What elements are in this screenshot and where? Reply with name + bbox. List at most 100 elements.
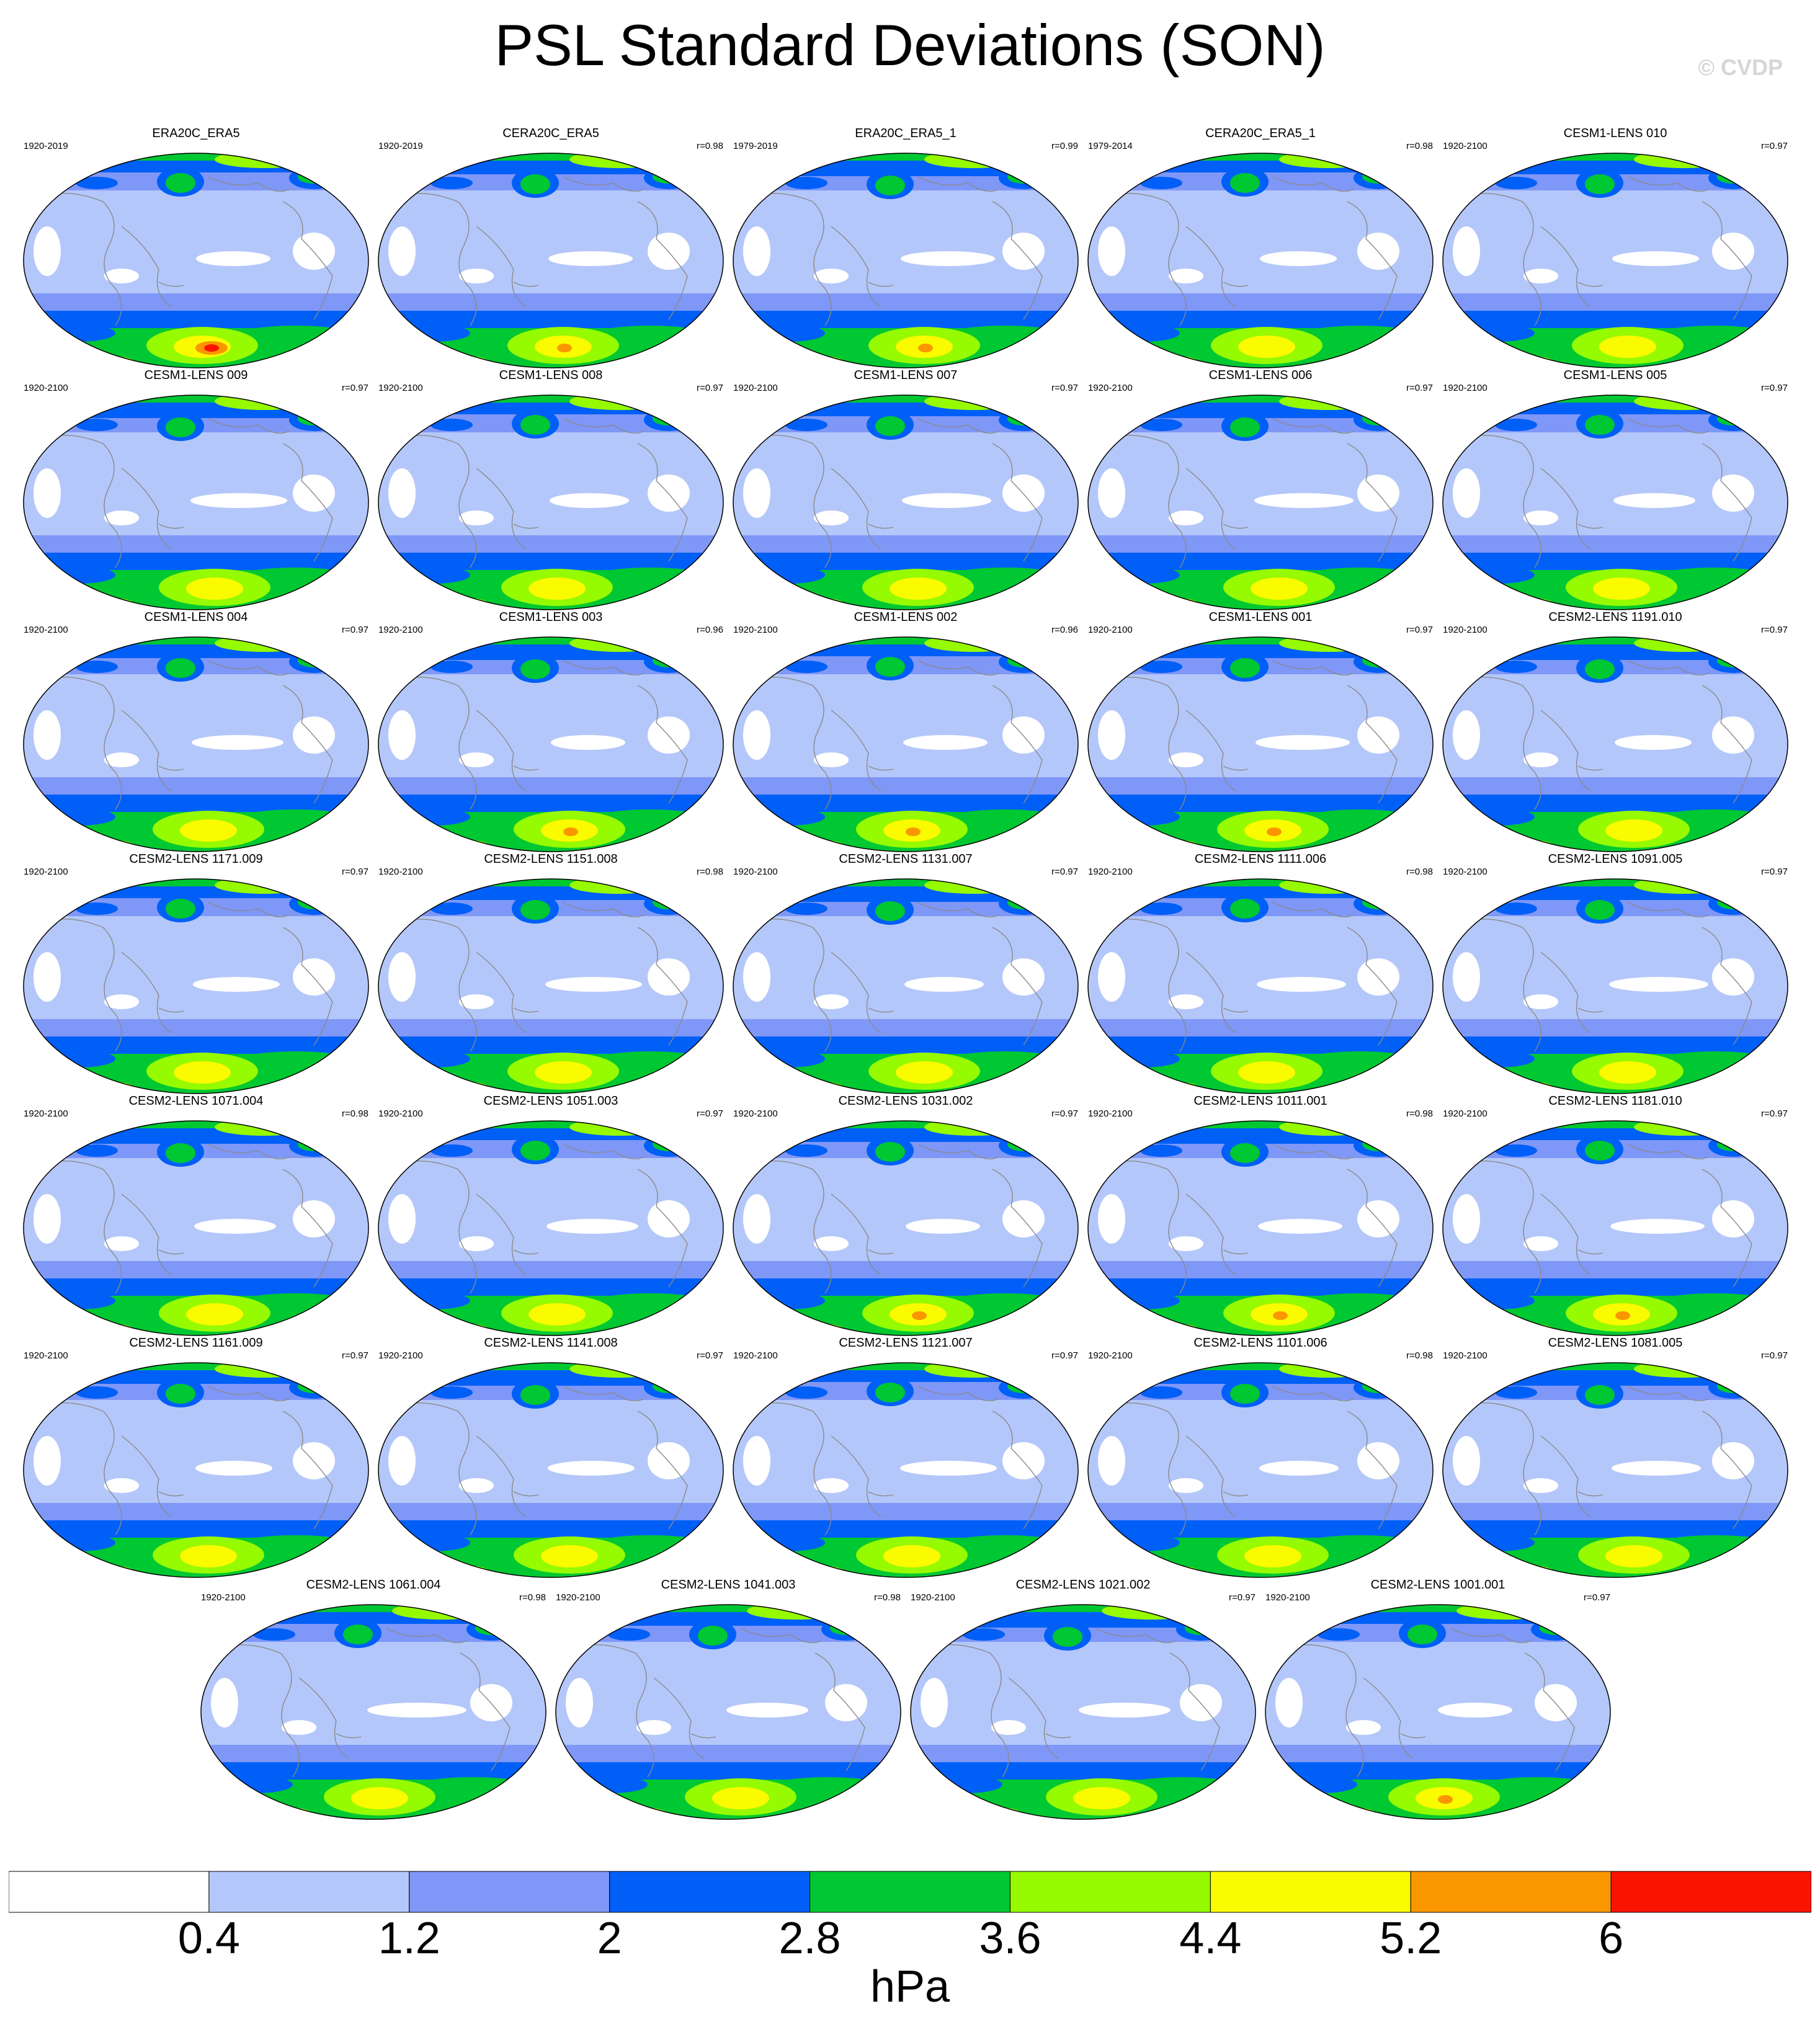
map-panel: ERA20C_ERA5 1920-2019 (22, 127, 370, 369)
panel-period: 1920-2100 (733, 867, 778, 877)
map-panel: CESM2-LENS 1051.003 1920-2100 r=0.97 (377, 1094, 725, 1337)
map-panel: CESM2-LENS 1061.004 1920-2100 r=0.98 (200, 1578, 547, 1821)
colorbar-swatch (9, 1871, 210, 1913)
map-panel: CESM1-LENS 003 1920-2100 r=0.96 (377, 610, 725, 853)
panel-correlation: r=0.97 (1761, 383, 1788, 393)
psl-stddev-map (23, 636, 369, 852)
psl-stddev-map (733, 636, 1079, 852)
map-panel: CESM2-LENS 1171.009 1920-2100 r=0.97 (22, 852, 370, 1095)
colorbar-tick-label: 5.2 (1380, 1914, 1442, 1963)
panel-title: CESM1-LENS 009 (144, 368, 248, 382)
panel-period: 1920-2100 (733, 625, 778, 635)
colorbar-swatch (1210, 1871, 1411, 1913)
panel-correlation: r=0.97 (1761, 625, 1788, 635)
psl-stddev-map (1442, 153, 1788, 368)
panel-period: 1979-2014 (1088, 141, 1133, 151)
psl-stddev-map (23, 1362, 369, 1578)
panel-correlation: r=0.97 (1406, 383, 1433, 393)
psl-stddev-map (23, 153, 369, 368)
psl-stddev-map (733, 878, 1079, 1094)
psl-stddev-map (1087, 394, 1434, 610)
panel-correlation: r=0.97 (697, 1108, 723, 1119)
panel-correlation: r=0.97 (697, 383, 723, 393)
colorbar-tick-label: 3.6 (979, 1914, 1042, 1963)
psl-stddev-map (378, 1362, 724, 1578)
psl-stddev-map (23, 878, 369, 1094)
colorbar-tick-label: 1.2 (378, 1914, 440, 1963)
psl-stddev-map (1442, 1362, 1788, 1578)
panel-title: CESM2-LENS 1001.001 (1370, 1578, 1506, 1592)
panel-title: CESM1-LENS 002 (854, 610, 958, 624)
psl-stddev-map (733, 1362, 1079, 1578)
psl-stddev-map (1087, 153, 1434, 368)
panel-title: CESM2-LENS 1151.008 (484, 852, 618, 866)
map-panel: CERA20C_ERA5 1920-2019 r=0.98 (377, 127, 725, 369)
panel-correlation: r=0.97 (1761, 141, 1788, 151)
panel-correlation: r=0.99 (1051, 141, 1078, 151)
panel-period: 1920-2100 (24, 867, 68, 877)
panel-period: 1920-2100 (733, 1350, 778, 1361)
map-panel: CESM1-LENS 010 1920-2100 r=0.97 (1442, 127, 1789, 369)
psl-stddev-map (23, 1120, 369, 1336)
map-panel: CESM2-LENS 1071.004 1920-2100 r=0.98 (22, 1094, 370, 1337)
map-panel: CESM2-LENS 1131.007 1920-2100 r=0.97 (732, 852, 1079, 1095)
panel-period: 1920-2100 (733, 1108, 778, 1119)
panel-period: 1920-2100 (24, 625, 68, 635)
panel-title: CESM2-LENS 1021.002 (1015, 1578, 1151, 1592)
panel-title: CESM1-LENS 006 (1208, 368, 1313, 382)
colorbar-swatch (409, 1871, 610, 1913)
panel-title: CESM1-LENS 010 (1563, 127, 1667, 140)
panel-title: ERA20C_ERA5 (152, 127, 240, 140)
panel-correlation: r=0.98 (342, 1108, 368, 1119)
map-panel: CESM2-LENS 1081.005 1920-2100 r=0.97 (1442, 1336, 1789, 1579)
colorbar-swatch (1009, 1871, 1211, 1913)
panel-correlation: r=0.98 (874, 1592, 901, 1603)
map-panel: CESM1-LENS 008 1920-2100 r=0.97 (377, 368, 725, 611)
panel-title: CESM2-LENS 1141.008 (484, 1336, 618, 1350)
panel-correlation: r=0.97 (1051, 1350, 1078, 1361)
panel-title: CESM2-LENS 1111.006 (1194, 852, 1327, 866)
panel-period: 1920-2100 (1443, 867, 1488, 877)
panel-title: CESM2-LENS 1181.010 (1548, 1094, 1682, 1108)
psl-stddev-map (1442, 878, 1788, 1094)
panel-correlation: r=0.97 (342, 383, 368, 393)
map-panel: CESM2-LENS 1191.010 1920-2100 r=0.97 (1442, 610, 1789, 853)
psl-stddev-map (1442, 394, 1788, 610)
panel-correlation: r=0.97 (697, 1350, 723, 1361)
panel-period: 1920-2100 (24, 1350, 68, 1361)
panel-correlation: r=0.98 (1406, 867, 1433, 877)
colorbar-tick-label: 2 (597, 1914, 622, 1963)
panel-correlation: r=0.98 (1406, 141, 1433, 151)
panel-period: 1920-2100 (556, 1592, 600, 1603)
panel-title: CESM2-LENS 1131.007 (839, 852, 973, 866)
map-panel: CESM2-LENS 1031.002 1920-2100 r=0.97 (732, 1094, 1079, 1337)
colorbar (9, 1871, 1811, 1913)
panel-title: CESM2-LENS 1121.007 (839, 1336, 973, 1350)
panel-correlation: r=0.98 (1406, 1350, 1433, 1361)
psl-stddev-map (555, 1604, 901, 1820)
map-panel: CESM2-LENS 1101.006 1920-2100 r=0.98 (1087, 1336, 1434, 1579)
panel-correlation: r=0.97 (342, 625, 368, 635)
colorbar-swatch (208, 1871, 410, 1913)
map-panel: ERA20C_ERA5_1 1979-2019 r=0.99 (732, 127, 1079, 369)
panel-period: 1920-2100 (24, 383, 68, 393)
panel-period: 1920-2019 (378, 141, 423, 151)
panel-title: CESM2-LENS 1171.009 (129, 852, 263, 866)
panel-correlation: r=0.98 (519, 1592, 546, 1603)
panel-correlation: r=0.97 (1406, 625, 1433, 635)
panel-correlation: r=0.97 (1051, 383, 1078, 393)
panel-title: CESM1-LENS 003 (499, 610, 603, 624)
panel-correlation: r=0.98 (1406, 1108, 1433, 1119)
panel-title: CESM2-LENS 1061.004 (306, 1578, 441, 1592)
panel-correlation: r=0.96 (1051, 625, 1078, 635)
map-panel: CERA20C_ERA5_1 1979-2014 r=0.98 (1087, 127, 1434, 369)
panel-correlation: r=0.97 (1584, 1592, 1610, 1603)
psl-stddev-map (1442, 636, 1788, 852)
figure-title: PSL Standard Deviations (SON) (494, 12, 1326, 78)
map-panel: CESM2-LENS 1011.001 1920-2100 r=0.98 (1087, 1094, 1434, 1337)
panel-title: CESM1-LENS 008 (499, 368, 603, 382)
panel-period: 1920-2100 (1088, 867, 1133, 877)
colorbar-swatch (1610, 1871, 1811, 1913)
map-panel: CESM1-LENS 007 1920-2100 r=0.97 (732, 368, 1079, 611)
panel-period: 1920-2100 (1088, 383, 1133, 393)
